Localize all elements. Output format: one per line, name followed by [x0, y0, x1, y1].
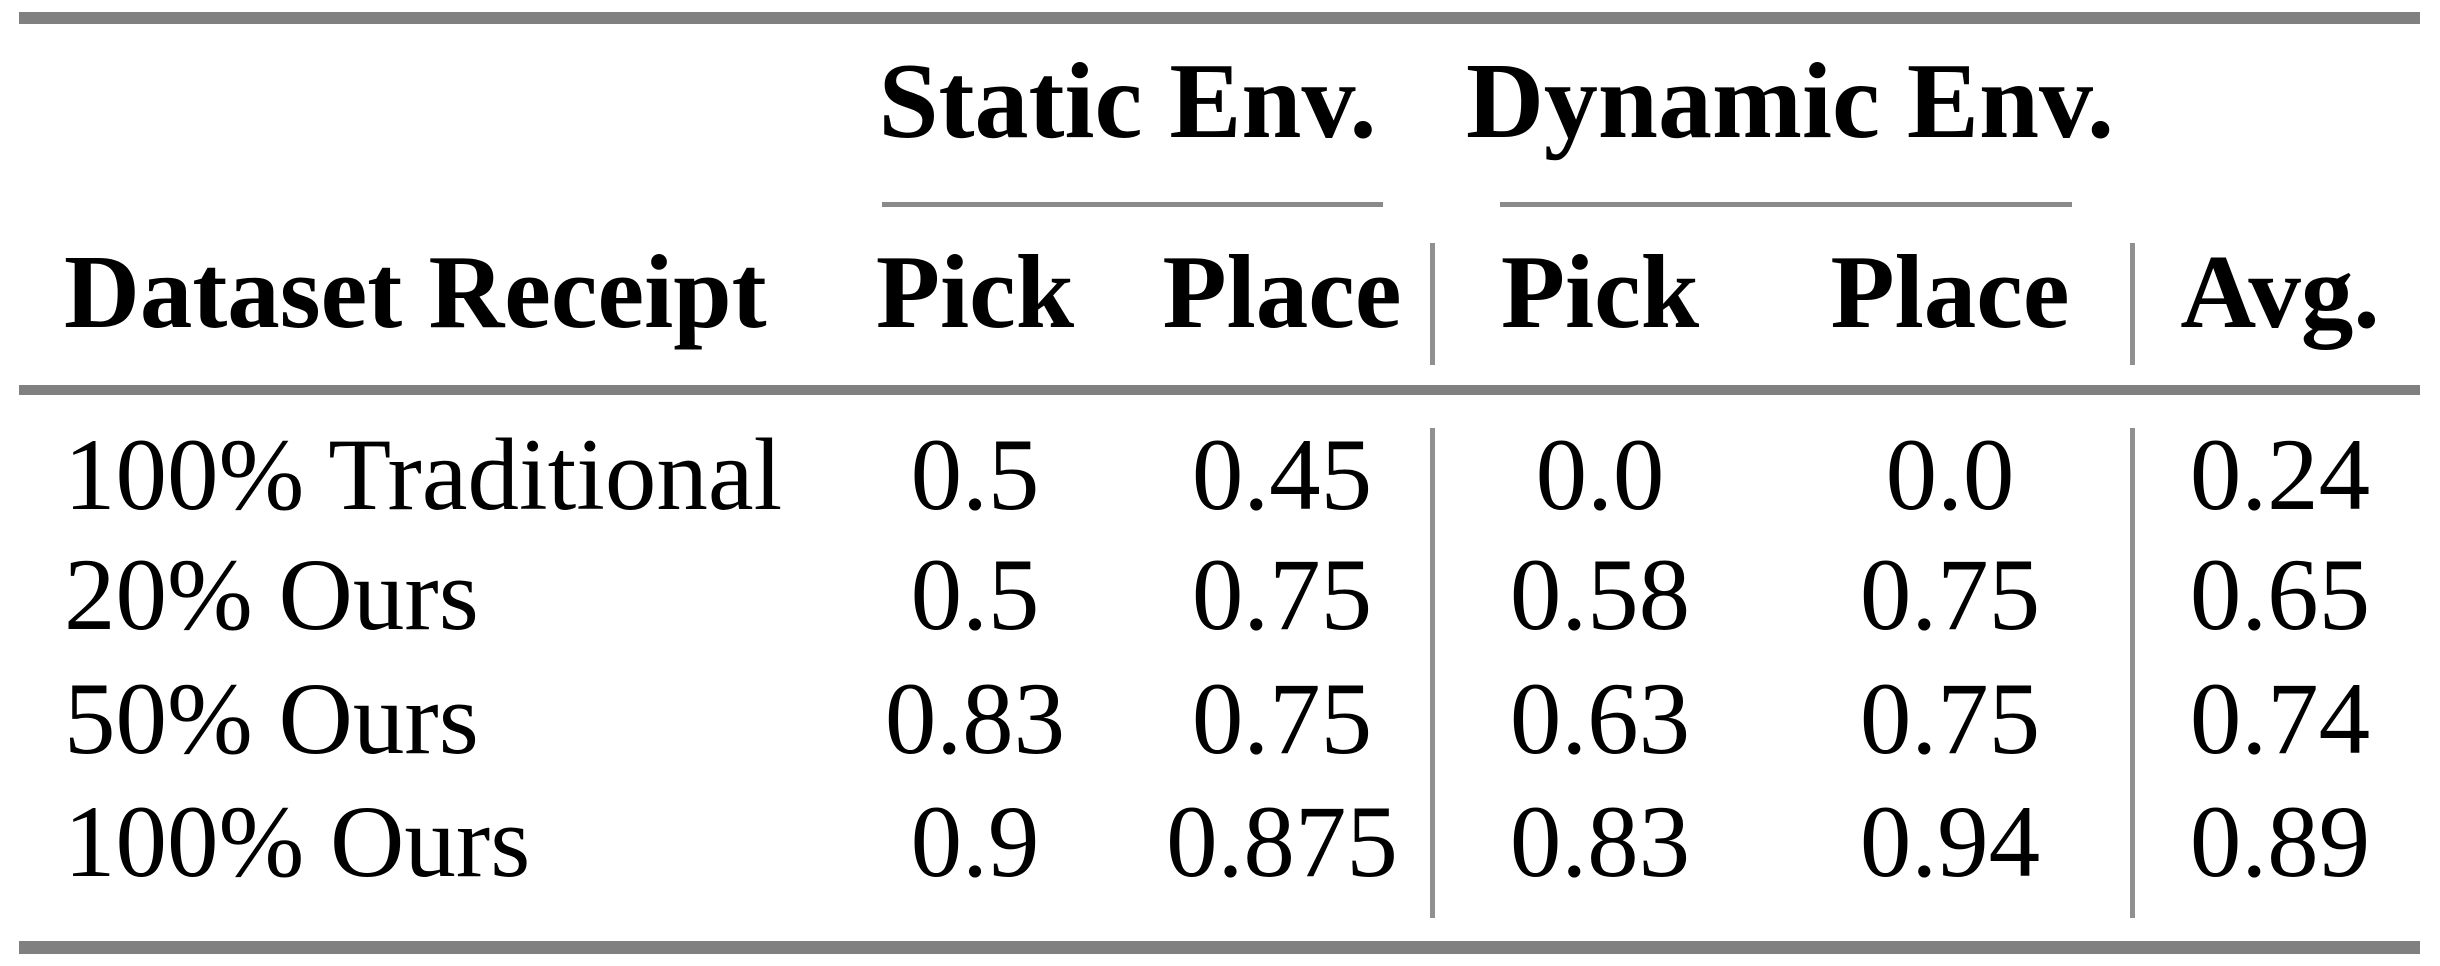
cell-static-place: 0.75: [1191, 662, 1373, 776]
cell-static-place: 0.45: [1191, 418, 1373, 532]
dynamic-env-rule: [1500, 202, 2072, 207]
column-separator-dynamic-avg-body: [2130, 428, 2135, 918]
column-header-static-pick: Pick: [875, 233, 1075, 350]
column-header-dynamic-pick: Pick: [1500, 233, 1700, 350]
bottom-rule: [19, 941, 2420, 954]
cell-static-pick: 0.9: [910, 785, 1040, 899]
cell-dynamic-pick: 0.0: [1535, 418, 1665, 532]
header-mid-rule: [19, 385, 2420, 395]
static-env-group-header: Static Env.: [878, 42, 1377, 161]
cell-dataset-label: 20% Ours: [64, 538, 479, 652]
cell-avg: 0.65: [2189, 538, 2371, 652]
cell-dataset-label: 100% Ours: [64, 785, 531, 899]
cell-dynamic-place: 0.94: [1859, 785, 2041, 899]
cell-dynamic-pick: 0.83: [1509, 785, 1691, 899]
cell-avg: 0.89: [2189, 785, 2371, 899]
cell-static-pick: 0.83: [884, 662, 1066, 776]
cell-static-place: 0.875: [1166, 785, 1398, 899]
cell-avg: 0.24: [2189, 418, 2371, 532]
static-env-rule: [882, 202, 1383, 207]
cell-dataset-label: 100% Traditional: [64, 418, 783, 532]
cell-static-place: 0.75: [1191, 538, 1373, 652]
cell-dynamic-pick: 0.58: [1509, 538, 1691, 652]
column-header-static-place: Place: [1162, 233, 1402, 350]
cell-static-pick: 0.5: [910, 538, 1040, 652]
cell-dynamic-place: 0.75: [1859, 662, 2041, 776]
column-header-avg: Avg.: [2180, 233, 2380, 350]
cell-dynamic-pick: 0.63: [1509, 662, 1691, 776]
column-header-dynamic-place: Place: [1830, 233, 2070, 350]
column-separator-static-dynamic-body: [1430, 428, 1435, 918]
column-separator-dynamic-avg-header: [2130, 243, 2135, 365]
column-header-dataset-receipt: Dataset Receipt: [64, 233, 767, 350]
column-separator-static-dynamic-header: [1430, 243, 1435, 365]
cell-avg: 0.74: [2189, 662, 2371, 776]
cell-dataset-label: 50% Ours: [64, 662, 479, 776]
top-rule: [19, 12, 2420, 24]
cell-dynamic-place: 0.0: [1885, 418, 2015, 532]
cell-dynamic-place: 0.75: [1859, 538, 2041, 652]
cell-static-pick: 0.5: [910, 418, 1040, 532]
dynamic-env-group-header: Dynamic Env.: [1465, 42, 2115, 161]
